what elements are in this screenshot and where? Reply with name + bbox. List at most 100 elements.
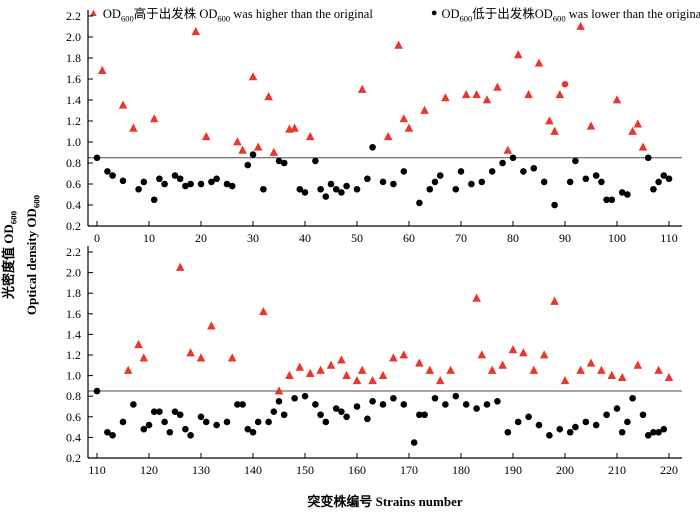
data-point-triangle <box>482 95 492 104</box>
data-point-circle <box>312 401 319 408</box>
data-point-circle <box>254 418 262 426</box>
data-point-circle <box>390 180 397 188</box>
data-point-circle <box>182 425 189 433</box>
data-point-triangle <box>560 375 570 385</box>
data-point-circle <box>140 425 148 433</box>
data-point-circle <box>197 413 205 421</box>
data-point-circle <box>629 394 636 402</box>
data-point-circle <box>572 423 579 431</box>
data-point-triangle <box>285 370 294 379</box>
data-point-circle <box>156 408 163 415</box>
data-point-triangle <box>404 123 414 132</box>
data-point-triangle <box>352 375 362 385</box>
data-point-circle <box>317 411 324 419</box>
data-point-circle <box>530 164 538 172</box>
data-point-circle <box>104 168 111 175</box>
data-point-circle <box>187 432 194 439</box>
data-point-circle <box>249 428 257 436</box>
panel-bottom: 0.2 0.4 0.6 0.8 1.0 1.2 1.4 1.6 1.8 2.0 2.2 110 120 1… <box>66 245 682 477</box>
data-point-circle <box>400 168 408 175</box>
data-point-triangle <box>129 123 138 132</box>
data-point-circle <box>317 185 324 193</box>
data-point-triangle <box>207 321 216 330</box>
data-point-circle <box>223 180 231 188</box>
y-axis-title-line1: 光密度值 OD600 <box>1 211 19 300</box>
panel-top: 0.2 0.4 0.6 0.8 1.0 1.2 1.4 1.6 1.8 2.0 2.2 0 10 20 30… <box>66 9 682 245</box>
data-point-triangle <box>508 345 518 354</box>
data-point-circle <box>109 172 116 179</box>
data-point-circle <box>452 185 460 193</box>
data-point-circle <box>228 182 236 190</box>
circle-marker-icon: ● <box>430 6 438 19</box>
data-point-circle <box>410 439 418 446</box>
data-point-circle <box>135 185 142 193</box>
data-point-circle <box>364 415 371 423</box>
data-point-circle <box>301 189 309 196</box>
data-point-circle <box>504 428 512 436</box>
data-point-triangle <box>259 306 268 316</box>
data-point-circle <box>213 175 220 183</box>
data-point-circle <box>213 421 220 429</box>
data-point-circle <box>431 394 439 402</box>
data-point-circle <box>353 185 361 193</box>
data-point-circle <box>150 196 158 204</box>
data-point-triangle <box>186 348 195 357</box>
triangle-marker-icon: ▲ <box>88 6 99 19</box>
data-point-triangle <box>196 353 206 362</box>
data-point-circle <box>421 411 428 419</box>
data-point-circle <box>343 182 350 190</box>
data-point-circle <box>161 418 168 426</box>
data-point-circle <box>546 432 553 439</box>
data-point-circle <box>93 387 101 395</box>
data-point-circle <box>603 196 610 204</box>
data-point-circle <box>338 408 345 415</box>
data-point-triangle <box>503 145 513 154</box>
data-point-circle <box>145 421 153 429</box>
data-point-circle <box>436 172 444 179</box>
data-point-circle <box>156 175 163 183</box>
x-tick-label: 70 <box>455 231 467 245</box>
data-point-circle <box>332 405 340 412</box>
x-tick-label: 80 <box>507 231 519 245</box>
data-point-circle <box>483 401 491 408</box>
data-point-circle <box>369 143 376 151</box>
data-point-circle <box>364 175 371 183</box>
data-point-circle <box>499 159 506 167</box>
data-point-triangle <box>326 360 336 369</box>
data-point-circle <box>171 172 179 179</box>
data-point-circle <box>182 182 189 190</box>
y-tick-label: 2.2 <box>66 9 81 23</box>
data-point-circle <box>296 185 304 193</box>
y-tick-label: 2.0 <box>66 266 81 280</box>
x-tick-label: 150 <box>296 463 314 477</box>
data-point-circle <box>104 428 111 436</box>
legend-item-lower: ● OD600低于出发株OD600 was lower than the ori… <box>431 3 700 24</box>
data-point-circle <box>416 199 423 207</box>
data-point-triangle <box>472 293 481 302</box>
data-point-circle <box>166 428 174 436</box>
data-point-circle <box>431 178 439 186</box>
data-point-triangle <box>446 365 455 374</box>
data-point-triangle <box>612 95 622 104</box>
data-point-triangle <box>269 147 279 156</box>
data-point-circle <box>655 178 662 186</box>
x-tick-label: 140 <box>244 463 262 477</box>
data-point-triangle <box>238 145 247 154</box>
data-point-circle <box>660 172 668 179</box>
x-tick-label: 100 <box>608 231 626 245</box>
data-point-triangle <box>461 89 471 99</box>
data-point-triangle <box>550 296 559 305</box>
data-point-triangle <box>576 365 585 374</box>
x-tick-label: 220 <box>660 463 678 477</box>
y-tick-label: 0.8 <box>66 389 81 403</box>
data-point-circle <box>582 418 590 426</box>
data-point-triangle <box>305 131 315 141</box>
x-tick-label: 160 <box>348 463 366 477</box>
data-point-triangle <box>597 365 606 374</box>
data-point-circle <box>525 413 532 421</box>
data-point-circle <box>343 413 350 421</box>
data-point-circle <box>535 421 543 429</box>
data-point-circle <box>473 405 480 412</box>
y-tick-label: 1.4 <box>66 93 81 107</box>
x-tick-label: 20 <box>195 231 207 245</box>
